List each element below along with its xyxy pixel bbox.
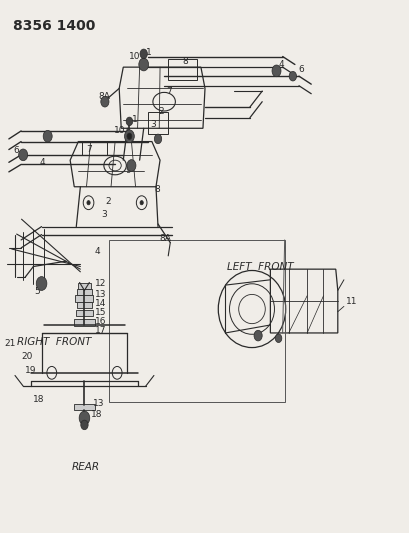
Text: 13: 13 <box>94 289 106 298</box>
Bar <box>76 302 92 309</box>
Circle shape <box>254 330 262 341</box>
Text: 14: 14 <box>94 299 106 308</box>
Circle shape <box>274 334 281 343</box>
Text: 8: 8 <box>153 185 159 194</box>
Text: 8A: 8A <box>159 234 171 243</box>
Text: 5: 5 <box>34 287 40 296</box>
Bar <box>168 59 196 80</box>
Bar <box>74 403 94 410</box>
Text: 8: 8 <box>182 58 188 66</box>
Bar <box>75 295 93 302</box>
Bar <box>76 310 93 317</box>
Text: 7: 7 <box>166 86 171 95</box>
Text: RIGHT  FRONT: RIGHT FRONT <box>17 337 91 347</box>
Bar <box>77 289 92 295</box>
Text: 1: 1 <box>145 48 151 56</box>
Bar <box>147 112 168 134</box>
Text: 2: 2 <box>157 107 163 116</box>
Text: 20: 20 <box>21 352 32 361</box>
Text: 1: 1 <box>132 115 138 124</box>
Circle shape <box>43 131 52 142</box>
Circle shape <box>36 277 47 290</box>
Text: 16: 16 <box>94 317 106 326</box>
Bar <box>109 240 284 402</box>
Text: LEFT  FRONT: LEFT FRONT <box>227 262 293 272</box>
Bar <box>78 283 91 289</box>
Text: 13: 13 <box>92 399 104 408</box>
Text: 6: 6 <box>13 146 19 155</box>
Circle shape <box>81 420 88 430</box>
Text: 2: 2 <box>105 197 110 206</box>
Circle shape <box>79 411 90 425</box>
Circle shape <box>140 200 143 205</box>
Circle shape <box>139 58 148 71</box>
Circle shape <box>19 149 27 161</box>
Text: 10: 10 <box>114 126 126 135</box>
Circle shape <box>288 71 296 81</box>
Text: 8A: 8A <box>99 92 110 101</box>
Bar <box>74 319 95 326</box>
Text: REAR: REAR <box>72 462 100 472</box>
Circle shape <box>126 117 133 126</box>
Circle shape <box>154 134 161 144</box>
Circle shape <box>124 130 134 143</box>
Circle shape <box>127 160 136 171</box>
Circle shape <box>271 65 280 77</box>
Text: 19: 19 <box>25 366 37 375</box>
Text: 3: 3 <box>149 120 155 129</box>
Bar <box>82 142 107 155</box>
Text: 4: 4 <box>278 60 283 69</box>
Text: 9: 9 <box>125 166 131 175</box>
Text: 4: 4 <box>39 158 45 167</box>
Text: 8356 1400: 8356 1400 <box>13 19 95 33</box>
Circle shape <box>101 96 109 107</box>
Text: 11: 11 <box>345 296 357 305</box>
Circle shape <box>127 133 132 140</box>
Circle shape <box>87 200 90 205</box>
Text: 21: 21 <box>5 339 16 348</box>
Text: 3: 3 <box>101 211 106 220</box>
Text: 17: 17 <box>94 326 106 335</box>
Text: 7: 7 <box>86 145 92 154</box>
Text: 15: 15 <box>94 308 106 317</box>
Text: 10: 10 <box>129 52 141 61</box>
Text: 18: 18 <box>33 395 45 404</box>
Text: 12: 12 <box>94 279 106 288</box>
Circle shape <box>140 49 147 59</box>
Text: 18: 18 <box>90 410 102 419</box>
Text: 6: 6 <box>297 66 303 74</box>
Text: 4: 4 <box>94 247 100 256</box>
